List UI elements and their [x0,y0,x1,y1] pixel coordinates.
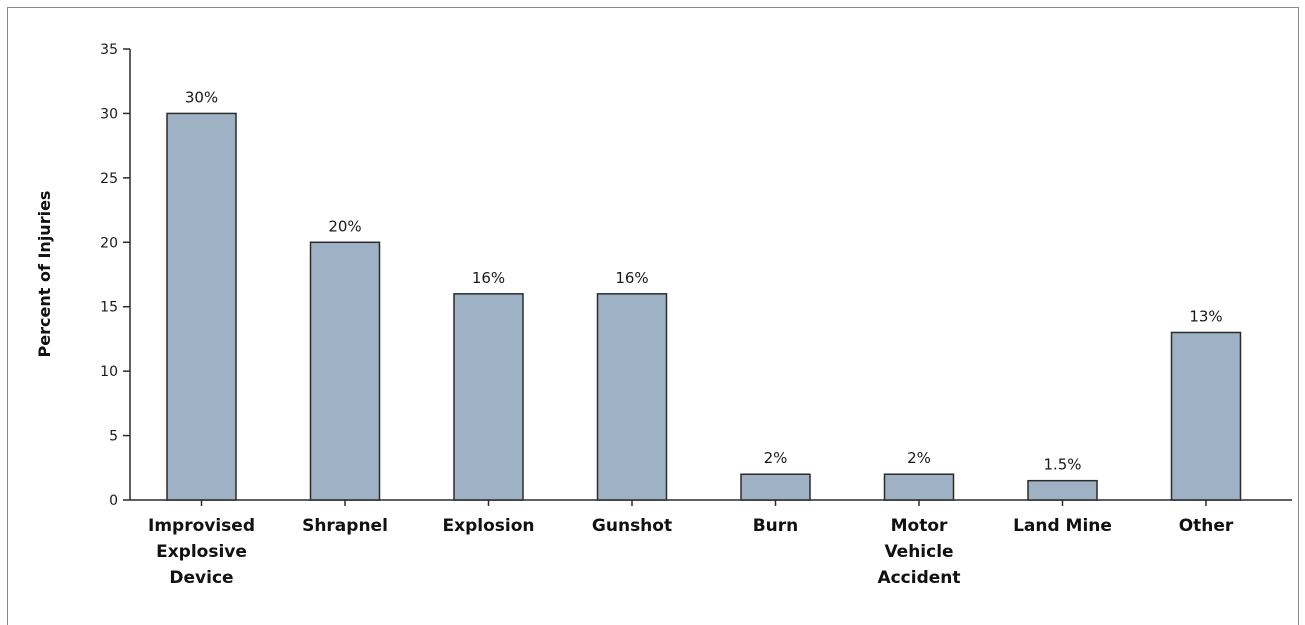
data-label: 20% [328,217,361,235]
y-axis-title: Percent of Injuries [35,191,54,358]
bar-series [166,112,1242,506]
data-label: 1.5% [1043,456,1081,474]
y-tick-label: 35 [100,42,118,58]
x-tick-label: Shrapnel [302,516,388,536]
data-label: 2% [907,449,931,467]
y-tick-label: 30 [100,106,118,122]
y-tick-label: 5 [109,429,118,445]
data-label: 2% [764,449,788,467]
bar [1170,331,1242,501]
x-tick-label: Vehicle [884,542,953,562]
x-tick-label: Motor [891,516,948,536]
data-label: 16% [472,269,505,287]
x-tick-label: Explosive [156,542,247,562]
bar [596,293,668,501]
x-tick-label: Device [169,568,233,588]
x-tick-label: Accident [877,568,960,588]
y-tick-label: 0 [109,493,118,509]
bar [453,293,524,501]
x-tick-label: Land Mine [1013,516,1112,536]
y-tick-label: 25 [100,171,118,187]
y-tick-label: 15 [100,300,118,316]
data-label: 30% [185,88,218,106]
category-labels: Improvised Explosive Device Shrapnel Explosi… [148,516,1234,588]
x-tick-label: Burn [753,516,799,536]
bar [309,241,381,501]
y-tick-label: 10 [100,364,118,380]
bar [1027,479,1098,501]
y-tick-label: 20 [100,235,118,251]
chart-axes [129,49,1292,501]
x-tick-label: Improvised [148,516,255,536]
y-axis-ticks: 0 5 10 15 20 25 30 35 [100,42,130,509]
x-tick-label: Explosion [443,516,535,536]
x-tick-label: Gunshot [592,516,672,536]
data-label: 13% [1189,307,1222,325]
data-labels: 30% 20% 16% 16% 2% 2% 1.5% 13% [185,88,1223,473]
bar [883,473,955,501]
bar [166,112,237,501]
x-tick-label: Other [1179,516,1234,536]
data-label: 16% [615,269,648,287]
bar [740,473,811,501]
